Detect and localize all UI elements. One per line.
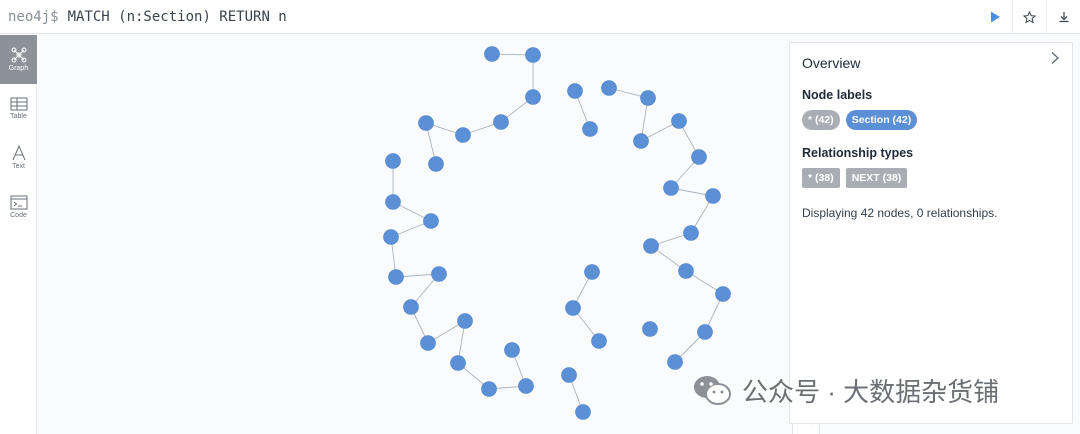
view-sidebar: Graph Table Text Code [0, 35, 37, 434]
graph-node[interactable] [715, 286, 731, 302]
graph-icon [11, 47, 26, 63]
overview-title: Overview [802, 55, 861, 71]
wechat-icon [694, 376, 731, 405]
graph-node[interactable] [385, 194, 401, 210]
graph-node[interactable] [388, 269, 404, 285]
graph-node[interactable] [455, 127, 471, 143]
node-label-section-pill[interactable]: Section (42) [845, 110, 918, 130]
sidebar-item-text[interactable]: Text [0, 133, 37, 182]
graph-node[interactable] [643, 238, 659, 254]
graph-node[interactable] [691, 149, 707, 165]
relationship-types-heading: Relationship types [802, 146, 914, 160]
graph-node[interactable] [403, 299, 419, 315]
run-button[interactable] [978, 0, 1012, 34]
nodes-layer [383, 46, 731, 420]
graph-node[interactable] [601, 80, 617, 96]
graph-node[interactable] [565, 300, 581, 316]
sidebar-item-label: Table [10, 113, 27, 120]
graph-node[interactable] [567, 83, 583, 99]
node-label-all-pill[interactable]: * (42) [802, 110, 840, 130]
graph-node[interactable] [484, 46, 500, 62]
query-bar: neo4j$ MATCH (n:Section) RETURN n [0, 0, 1080, 34]
rel-type-all-pill[interactable]: * (38) [802, 168, 840, 188]
sidebar-item-label: Graph [8, 65, 29, 72]
favorite-button[interactable] [1012, 0, 1046, 34]
watermark: 公众号 · 大数据杂货铺 [692, 370, 999, 410]
graph-node[interactable] [663, 180, 679, 196]
query-prompt: neo4j$ [8, 8, 59, 25]
graph-node[interactable] [671, 113, 687, 129]
play-icon [991, 11, 1000, 23]
graph-node[interactable] [504, 342, 520, 358]
query-input[interactable]: MATCH (n:Section) RETURN n [67, 8, 287, 25]
graph-node[interactable] [428, 156, 444, 172]
code-icon [10, 195, 27, 209]
graph-node[interactable] [493, 114, 509, 130]
graph-status-text: Displaying 42 nodes, 0 relationships. [802, 206, 998, 220]
graph-node[interactable] [518, 378, 534, 394]
node-labels-list: * (42) Section (42) [802, 110, 1060, 130]
graph-visualization[interactable] [38, 35, 1080, 434]
sidebar-item-graph[interactable]: Graph [0, 35, 37, 84]
graph-node[interactable] [667, 354, 683, 370]
query-actions [978, 0, 1080, 34]
graph-node[interactable] [383, 229, 399, 245]
graph-node[interactable] [418, 115, 434, 131]
sidebar-item-label: Text [12, 163, 25, 170]
watermark-text: 公众号 · 大数据杂货铺 [742, 376, 1000, 407]
graph-node[interactable] [481, 381, 497, 397]
graph-node[interactable] [561, 367, 577, 383]
graph-node[interactable] [683, 225, 699, 241]
graph-node[interactable] [385, 153, 401, 169]
graph-node[interactable] [678, 263, 694, 279]
graph-node[interactable] [582, 121, 598, 137]
sidebar-item-table[interactable]: Table [0, 84, 37, 133]
graph-node[interactable] [423, 213, 439, 229]
relationship-types-list: * (38) NEXT (38) [802, 168, 1060, 188]
graph-node[interactable] [420, 335, 436, 351]
graph-node[interactable] [697, 324, 713, 340]
graph-node[interactable] [450, 355, 466, 371]
sidebar-item-code[interactable]: Code [0, 182, 37, 231]
graph-node[interactable] [457, 313, 473, 329]
rel-type-next-pill[interactable]: NEXT (38) [845, 168, 908, 188]
chevron-right-icon[interactable] [1048, 51, 1062, 65]
node-labels-heading: Node labels [802, 88, 873, 102]
download-button[interactable] [1046, 0, 1080, 34]
graph-node[interactable] [525, 89, 541, 105]
graph-node[interactable] [633, 133, 649, 149]
sidebar-item-label: Code [10, 211, 27, 219]
graph-node[interactable] [591, 333, 607, 349]
graph-node[interactable] [642, 321, 658, 337]
download-icon [1059, 12, 1068, 23]
graph-node[interactable] [584, 264, 600, 280]
graph-node[interactable] [431, 266, 447, 282]
graph-node[interactable] [705, 188, 721, 204]
graph-node[interactable] [575, 404, 591, 420]
table-icon [10, 97, 27, 111]
star-icon [1023, 10, 1036, 24]
graph-node[interactable] [525, 47, 541, 63]
overview-panel: Overview Node labels * (42) Section (42)… [789, 42, 1073, 424]
graph-node[interactable] [640, 90, 656, 106]
text-icon [12, 145, 25, 161]
